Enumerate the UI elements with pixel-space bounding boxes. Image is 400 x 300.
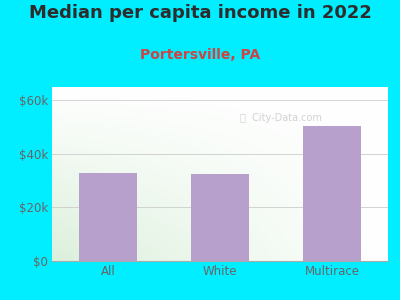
Text: ⓘ  City-Data.com: ⓘ City-Data.com xyxy=(240,113,322,123)
Bar xyxy=(191,174,249,261)
Bar xyxy=(303,126,361,261)
Bar xyxy=(79,173,137,261)
Text: Median per capita income in 2022: Median per capita income in 2022 xyxy=(28,4,372,22)
Text: Portersville, PA: Portersville, PA xyxy=(140,48,260,62)
